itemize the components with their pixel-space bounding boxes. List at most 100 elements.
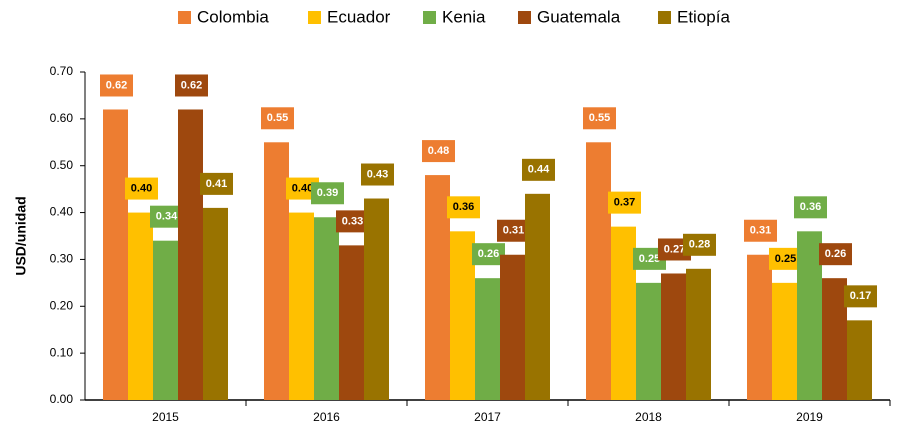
bar — [289, 212, 314, 400]
y-tick-label: 0.00 — [50, 392, 74, 406]
x-tick-label: 2019 — [796, 410, 823, 424]
bar — [153, 240, 178, 400]
bar — [611, 226, 636, 400]
bar — [686, 268, 711, 400]
bar — [525, 193, 550, 400]
value-label: 0.31 — [503, 225, 524, 237]
bar — [364, 198, 389, 400]
value-label: 0.36 — [800, 201, 821, 213]
value-label-box — [794, 196, 827, 219]
value-label-box — [497, 219, 530, 242]
bar — [661, 273, 686, 400]
value-label-box — [100, 74, 133, 97]
value-label: 0.55 — [267, 112, 288, 124]
bar — [103, 109, 128, 400]
value-label-box — [286, 177, 319, 200]
value-label-box — [633, 247, 666, 270]
value-label-box — [150, 205, 183, 228]
y-tick-label: 0.20 — [50, 298, 74, 312]
value-label: 0.43 — [367, 168, 388, 180]
value-label: 0.31 — [750, 225, 771, 237]
bar — [747, 254, 772, 400]
legend-swatch — [658, 11, 671, 24]
legend-swatch — [518, 11, 531, 24]
bar — [475, 278, 500, 400]
value-label: 0.33 — [342, 215, 363, 227]
value-label-box — [311, 182, 344, 205]
bar — [636, 282, 661, 400]
value-label-box — [125, 177, 158, 200]
value-label: 0.34 — [156, 211, 178, 223]
value-label-box — [744, 219, 777, 242]
bar — [772, 282, 797, 400]
value-label-box — [683, 233, 716, 256]
bar — [822, 278, 847, 400]
value-label-box — [608, 191, 641, 214]
y-tick-label: 0.10 — [50, 345, 74, 359]
value-label: 0.40 — [131, 182, 152, 194]
bar — [339, 245, 364, 400]
value-label-box — [175, 74, 208, 97]
x-tick-label: 2016 — [313, 410, 340, 424]
legend-text: Kenia — [442, 7, 486, 26]
legend-text: Etiopía — [677, 7, 730, 26]
value-label: 0.27 — [664, 243, 685, 255]
value-label-box — [261, 107, 294, 130]
y-tick-label: 0.40 — [50, 205, 74, 219]
legend-text: Guatemala — [537, 7, 621, 26]
value-label: 0.26 — [825, 248, 846, 260]
value-label: 0.17 — [850, 290, 871, 302]
value-label: 0.62 — [181, 79, 202, 91]
value-label: 0.44 — [528, 164, 550, 176]
value-label: 0.25 — [775, 253, 796, 265]
value-label-box — [844, 285, 877, 308]
value-label-box — [422, 140, 455, 163]
value-label: 0.62 — [106, 79, 127, 91]
value-label-box — [200, 172, 233, 195]
bar — [128, 212, 153, 400]
value-label: 0.41 — [206, 178, 227, 190]
y-tick-label: 0.70 — [50, 64, 74, 78]
value-label-box — [658, 238, 691, 261]
bar — [178, 109, 203, 400]
bar — [314, 217, 339, 400]
bar — [450, 231, 475, 400]
legend-swatch — [423, 11, 436, 24]
legend-swatch — [308, 11, 321, 24]
value-label: 0.40 — [292, 182, 313, 194]
x-tick-label: 2018 — [635, 410, 662, 424]
value-label-box — [447, 196, 480, 219]
value-label: 0.25 — [639, 253, 660, 265]
value-label: 0.28 — [689, 239, 710, 251]
x-tick-label: 2015 — [152, 410, 179, 424]
bar — [500, 254, 525, 400]
bar — [797, 231, 822, 400]
value-label: 0.26 — [478, 248, 499, 260]
legend-text: Colombia — [197, 7, 269, 26]
bar — [264, 142, 289, 401]
bar — [203, 207, 228, 400]
bar — [847, 320, 872, 400]
legend-swatch — [178, 11, 191, 24]
value-label: 0.55 — [589, 112, 610, 124]
y-axis-label: USD/unidad — [13, 196, 29, 275]
bar — [586, 142, 611, 401]
value-label-box — [769, 247, 802, 270]
value-label: 0.48 — [428, 145, 449, 157]
value-label-box — [336, 210, 369, 233]
y-tick-label: 0.30 — [50, 252, 74, 266]
value-label-box — [583, 107, 616, 130]
x-tick-label: 2017 — [474, 410, 501, 424]
value-label-box — [819, 243, 852, 266]
value-label-box — [361, 163, 394, 186]
value-label: 0.39 — [317, 187, 338, 199]
y-tick-label: 0.50 — [50, 158, 74, 172]
value-label: 0.37 — [614, 197, 635, 209]
y-tick-label: 0.60 — [50, 111, 74, 125]
value-label-box — [522, 158, 555, 181]
legend-text: Ecuador — [327, 7, 391, 26]
value-label: 0.36 — [453, 201, 474, 213]
value-label-box — [472, 243, 505, 266]
bar — [425, 175, 450, 400]
